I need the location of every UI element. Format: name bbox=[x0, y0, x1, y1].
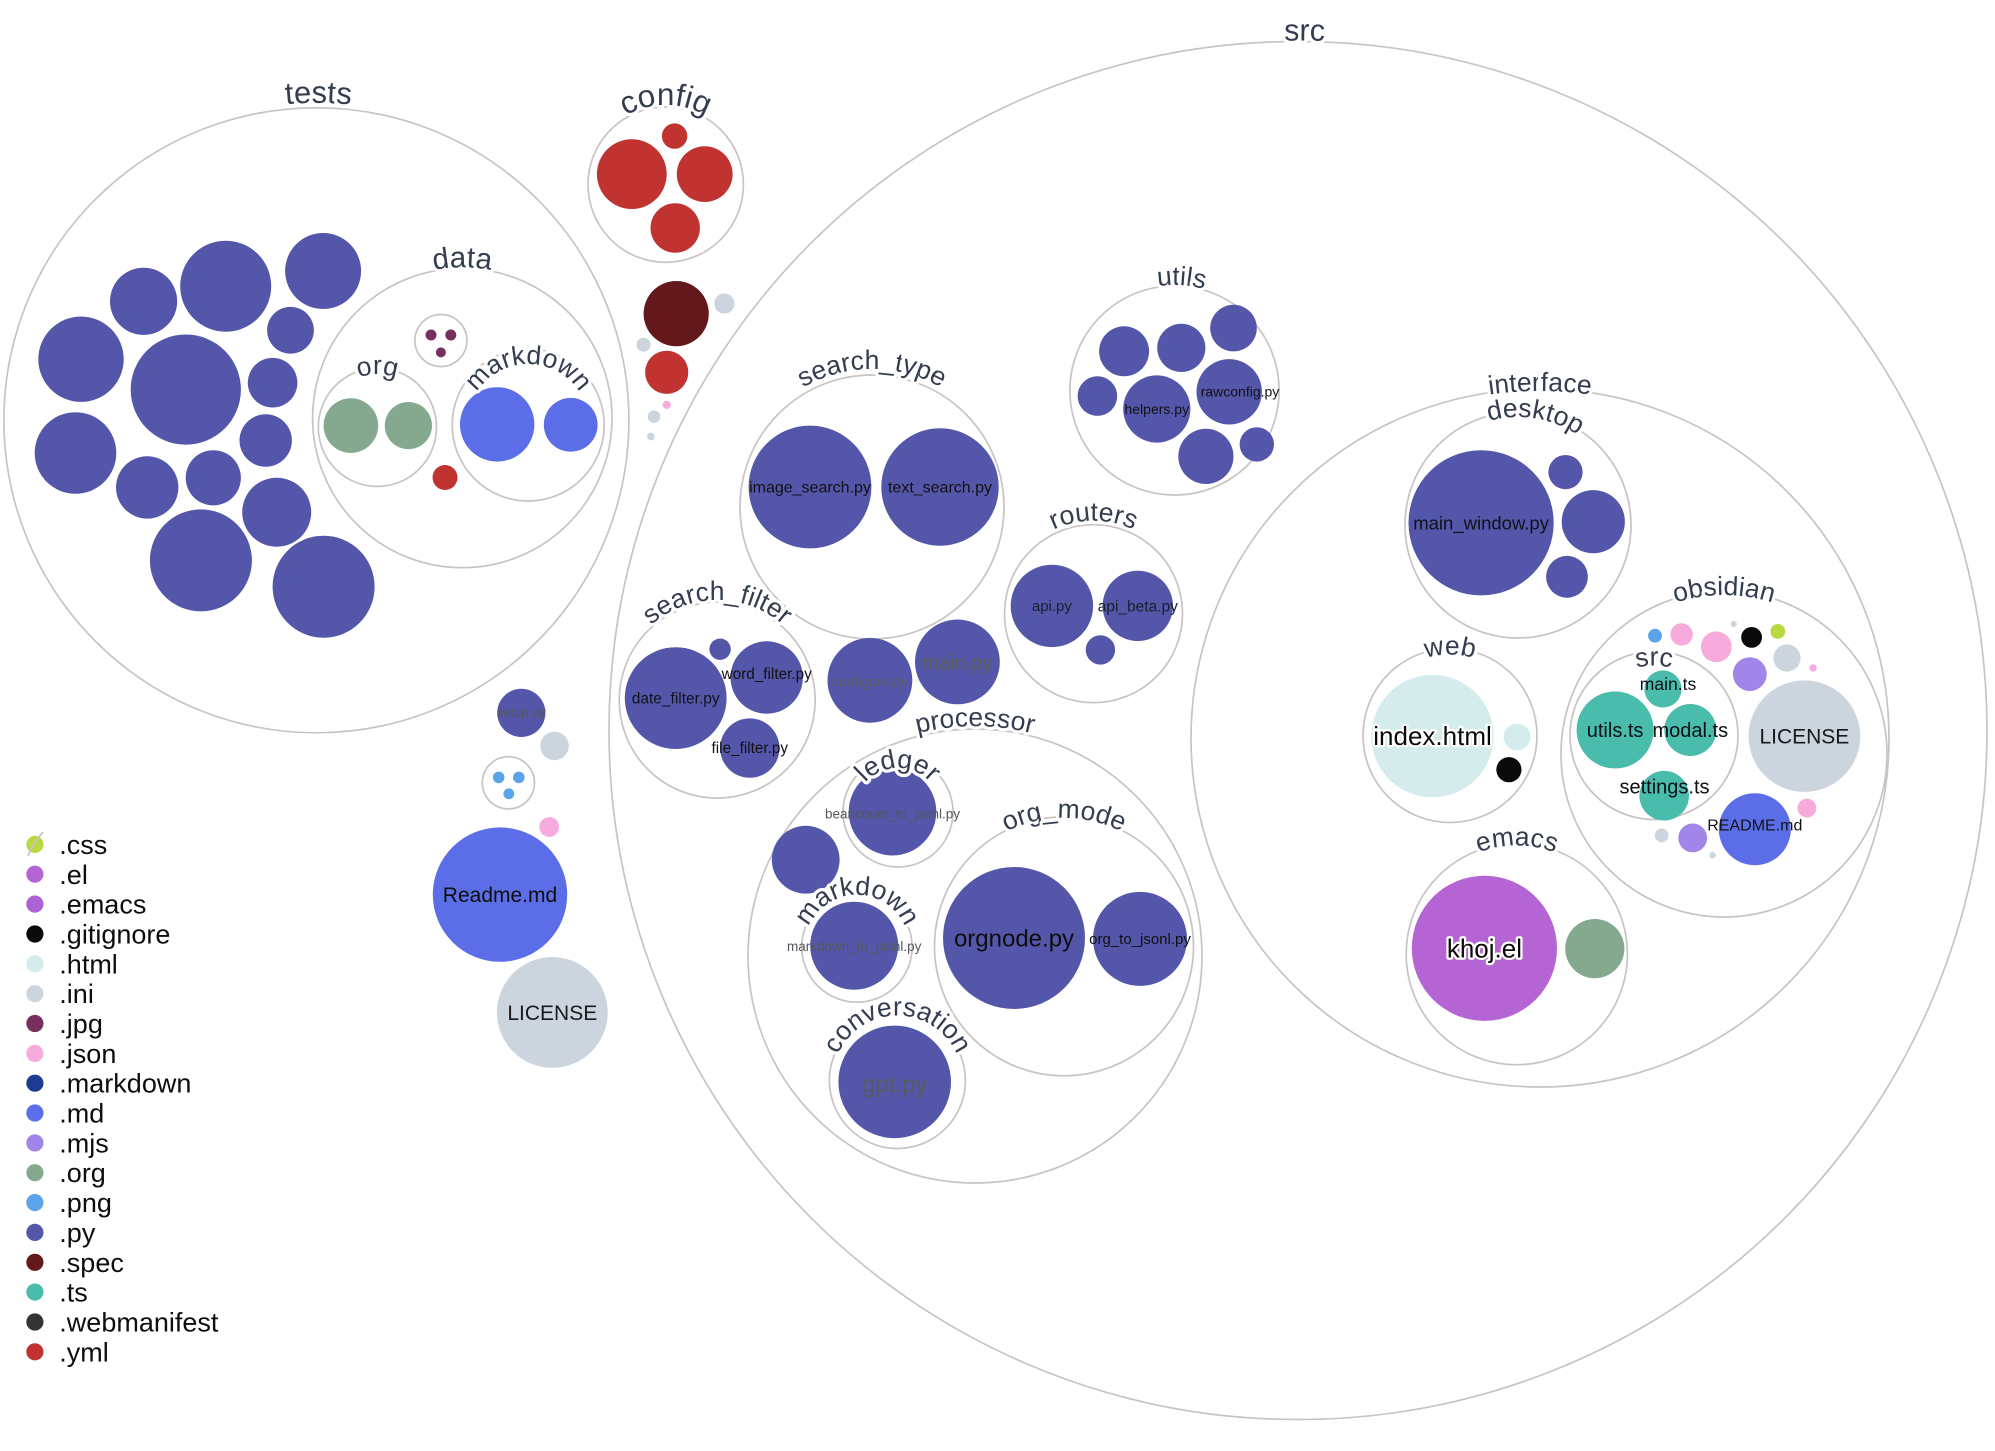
svg-text:LICENSE: LICENSE bbox=[507, 1002, 597, 1025]
svg-text:.jpg: .jpg bbox=[59, 1009, 103, 1039]
svg-text:configure.py: configure.py bbox=[832, 673, 908, 689]
svg-text:text_search.py: text_search.py bbox=[888, 480, 992, 497]
svg-text:main.py: main.py bbox=[922, 653, 992, 675]
svg-text:utils.ts: utils.ts bbox=[1587, 720, 1644, 742]
svg-text:api.py: api.py bbox=[1032, 598, 1073, 615]
svg-text:README.md: README.md bbox=[1707, 818, 1802, 835]
svg-text:.html: .html bbox=[59, 949, 118, 979]
svg-text:main.ts: main.ts bbox=[1640, 674, 1697, 694]
svg-text:.png: .png bbox=[59, 1188, 112, 1218]
svg-text:org_to_jsonl.py: org_to_jsonl.py bbox=[1089, 931, 1191, 948]
svg-text:web: web bbox=[1421, 630, 1479, 663]
svg-text:.ini: .ini bbox=[59, 979, 94, 1009]
svg-text:.md: .md bbox=[59, 1099, 104, 1129]
svg-text:src: src bbox=[1284, 13, 1326, 48]
svg-text:.ts: .ts bbox=[59, 1278, 88, 1308]
svg-text:LICENSE: LICENSE bbox=[1759, 726, 1849, 749]
svg-text:modal.ts: modal.ts bbox=[1653, 720, 1729, 742]
svg-text:.spec: .spec bbox=[59, 1248, 124, 1278]
svg-text:tests: tests bbox=[283, 75, 353, 112]
svg-text:file_filter.py: file_filter.py bbox=[712, 740, 789, 757]
svg-text:index.html: index.html bbox=[1373, 721, 1492, 751]
svg-text:khoj.el: khoj.el bbox=[1447, 933, 1522, 963]
svg-text:src: src bbox=[1633, 642, 1676, 674]
svg-text:.emacs: .emacs bbox=[59, 890, 146, 920]
svg-text:Readme.md: Readme.md bbox=[443, 884, 557, 907]
svg-text:.yml: .yml bbox=[59, 1337, 109, 1367]
svg-text:markdown_to_jsonl.py: markdown_to_jsonl.py bbox=[787, 939, 922, 954]
svg-text:setup.py: setup.py bbox=[497, 704, 547, 719]
svg-text:.webmanifest: .webmanifest bbox=[59, 1308, 219, 1338]
svg-text:.json: .json bbox=[59, 1039, 116, 1069]
svg-text:beancount_to_jsonl.py: beancount_to_jsonl.py bbox=[825, 807, 960, 822]
svg-text:.css: .css bbox=[59, 830, 107, 860]
svg-text:settings.ts: settings.ts bbox=[1619, 777, 1709, 799]
svg-text:image_search.py: image_search.py bbox=[749, 480, 871, 497]
svg-text:orgnode.py: orgnode.py bbox=[954, 925, 1074, 952]
svg-text:utils: utils bbox=[1156, 261, 1210, 295]
svg-text:.py: .py bbox=[59, 1218, 96, 1248]
svg-text:.markdown: .markdown bbox=[59, 1069, 191, 1099]
svg-text:.gitignore: .gitignore bbox=[59, 920, 170, 950]
svg-text:gpt.py: gpt.py bbox=[862, 1071, 927, 1098]
svg-text:.org: .org bbox=[59, 1158, 106, 1188]
svg-text:org: org bbox=[353, 350, 401, 383]
svg-text:main_window.py: main_window.py bbox=[1413, 512, 1549, 534]
svg-text:helpers.py: helpers.py bbox=[1125, 401, 1190, 417]
svg-text:rawconfig.py: rawconfig.py bbox=[1201, 384, 1280, 400]
svg-text:.el: .el bbox=[59, 860, 88, 890]
svg-text:data: data bbox=[430, 241, 495, 277]
svg-text:api_beta.py: api_beta.py bbox=[1098, 598, 1178, 615]
svg-text:.mjs: .mjs bbox=[59, 1128, 109, 1158]
svg-text:word_filter.py: word_filter.py bbox=[721, 666, 812, 683]
svg-text:date_filter.py: date_filter.py bbox=[632, 691, 720, 708]
